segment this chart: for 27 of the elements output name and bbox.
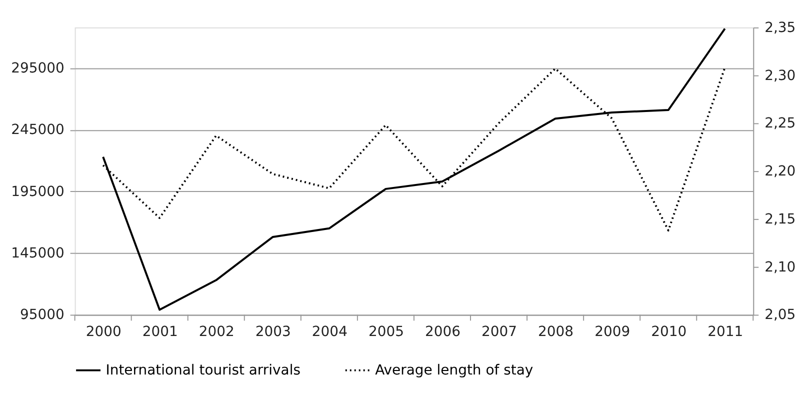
y2-tick-label: 2,05 — [764, 307, 796, 324]
y2-tick-label: 2,20 — [764, 164, 796, 180]
y2-tick-label: 2,10 — [764, 259, 796, 276]
legend-label: International tourist arrivals — [106, 362, 300, 378]
legend-label: Average length of stay — [375, 362, 534, 378]
x-tick-label: 2002 — [198, 324, 234, 340]
x-tick-label: 2007 — [482, 324, 518, 340]
y2-tick-label: 2,15 — [764, 211, 796, 228]
x-tick-label: 2000 — [86, 324, 122, 340]
x-tick-label: 2005 — [368, 324, 404, 340]
y2-tick-label: 2,30 — [764, 68, 796, 84]
y2-tick-label: 2,25 — [764, 116, 796, 132]
y-tick-label: 245000 — [11, 122, 64, 138]
x-tick-label: 2011 — [708, 324, 744, 340]
x-tick-label: 2010 — [651, 324, 687, 340]
x-tick-label: 2004 — [312, 324, 348, 340]
y-tick-label: 95000 — [20, 307, 64, 324]
x-tick-label: 2003 — [255, 324, 291, 340]
line-series — [102, 28, 726, 311]
y-tick-label: 195000 — [11, 184, 64, 200]
y2-tick-label: 2,35 — [764, 20, 796, 36]
x-tick-label: 2008 — [538, 324, 574, 340]
y-tick-label: 145000 — [11, 246, 64, 262]
x-tick-label: 2001 — [142, 324, 178, 340]
x-tick-label: 2006 — [424, 324, 460, 340]
x-tick-label: 2009 — [594, 324, 630, 340]
y-tick-label: 295000 — [11, 60, 64, 77]
